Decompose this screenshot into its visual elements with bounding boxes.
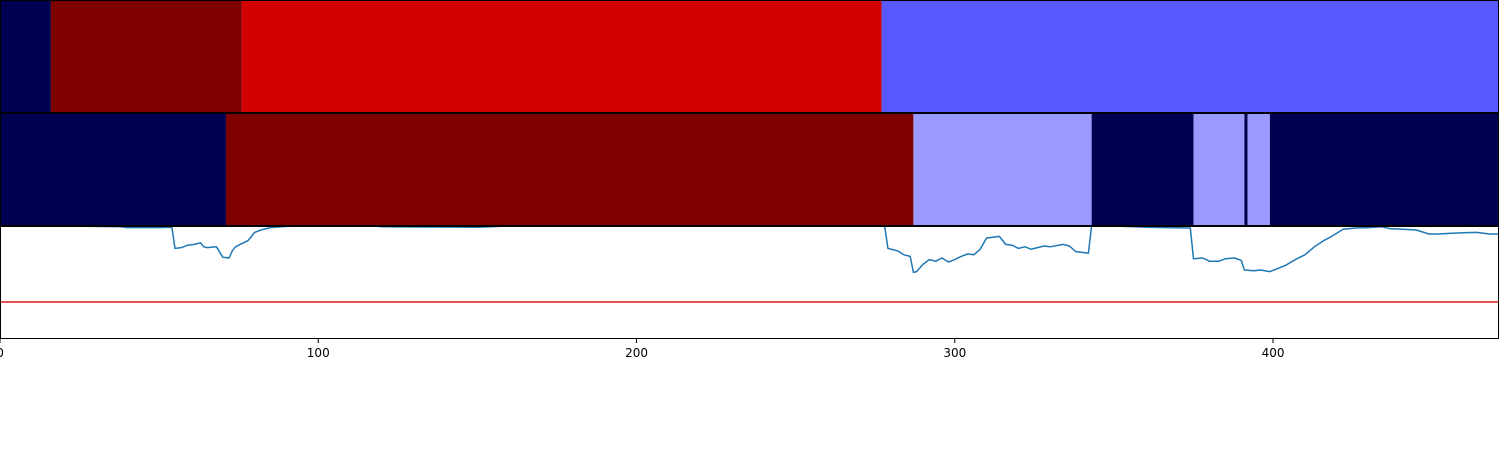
- heatmap-1-segment-1: [50, 0, 242, 112]
- heatmap-panel-1: [0, 0, 1499, 112]
- heatmap-1-segment-0: [0, 0, 51, 112]
- heatmap-1-segment-2: [241, 0, 882, 112]
- heatmap-2-segment-7: [1269, 113, 1499, 225]
- heatmap-2-segment-1: [225, 113, 914, 225]
- panel-3-border: [0, 226, 1499, 339]
- x-tick-label-300: 300: [943, 346, 966, 360]
- panel-borders: [0, 0, 1499, 339]
- series-line: [0, 225, 1499, 274]
- x-tick-label-100: 100: [307, 346, 330, 360]
- heatmap-2-segment-3: [1091, 113, 1194, 225]
- line-panel: [0, 225, 1499, 303]
- panel-1-border: [0, 0, 1499, 113]
- heatmap-2-segment-2: [913, 113, 1092, 225]
- x-tick-label-200: 200: [625, 346, 648, 360]
- heatmap-2-segment-6: [1247, 113, 1270, 225]
- x-axis: 0 100 200 300 400: [0, 338, 1284, 360]
- heatmap-2-segment-4: [1193, 113, 1245, 225]
- heatmap-2-segment-5: [1244, 113, 1248, 225]
- heatmap-2-segment-0: [0, 113, 226, 225]
- heatmap-1-segment-3: [881, 0, 1499, 112]
- x-tick-label-400: 400: [1262, 346, 1285, 360]
- panel-2-border: [0, 113, 1499, 226]
- x-tick-label-0: 0: [0, 346, 4, 360]
- heatmap-panel-2: [0, 113, 1499, 225]
